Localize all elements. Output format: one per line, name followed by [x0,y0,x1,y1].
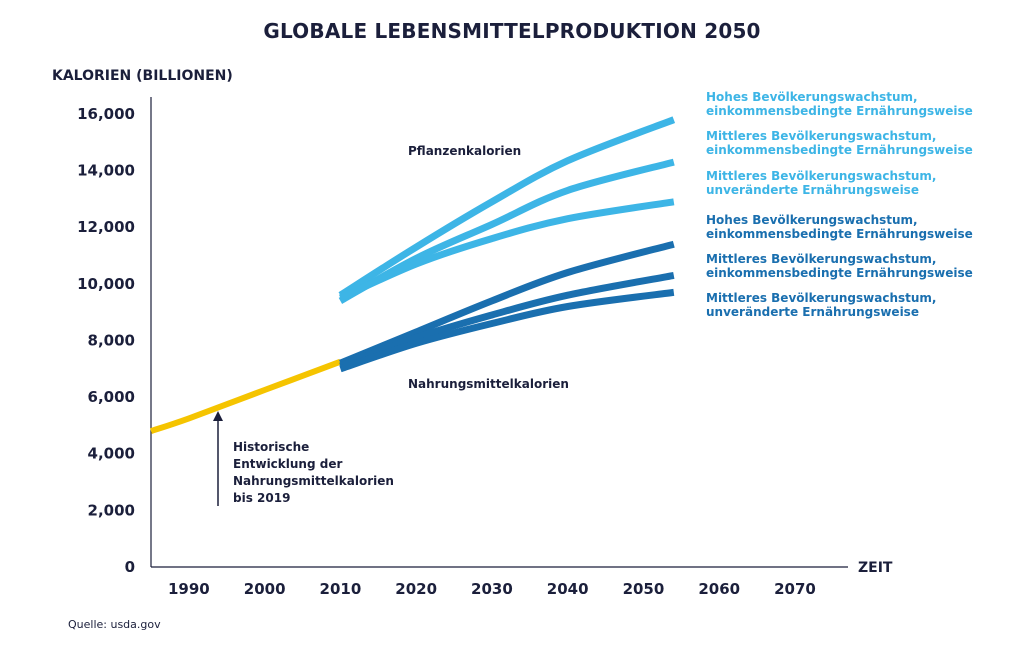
legend-label: Mittleres Bevölkerungswachstum, [706,291,936,305]
legend-label: Mittleres Bevölkerungswachstum, [706,252,936,266]
y-tick-label: 12,000 [77,218,135,236]
series-line-food-5 [339,271,675,370]
plant-calories-label: Pflanzenkalorien [408,144,521,158]
x-tick-label: 2010 [320,580,362,598]
y-tick-labels: 0 2,000 4,000 6,000 8,000 10,000 12,000 14,000 1… [77,105,135,576]
legend-label: Mittleres Bevölkerungswachstum, [706,169,936,183]
x-tick-label: 2040 [547,580,589,598]
legend-label: einkommensbedingte Ernährungsweise [706,104,973,118]
legend-label: unveränderte Ernährungsweise [706,183,919,197]
series-lines [150,116,676,434]
y-tick-label: 0 [125,558,135,576]
historical-annotation-arrow [213,411,223,506]
series-line-plant-1 [338,116,676,299]
legend: Hohes Bevölkerungswachstum,einkommensbed… [706,90,973,319]
x-tick-label: 2030 [471,580,513,598]
y-tick-label: 10,000 [77,275,135,293]
x-axis-title: ZEIT [858,560,893,576]
chart-title: GLOBALE LEBENSMITTELPRODUKTION 2050 [263,19,760,43]
annotation-line: Entwicklung der [233,457,342,471]
annotation-line: bis 2019 [233,491,290,505]
x-tick-labels: 1990 2000 2010 2020 2030 2040 2050 2060 2070 [168,580,816,598]
legend-label: einkommensbedingte Ernährungsweise [706,227,973,241]
legend-label: unveränderte Ernährungsweise [706,305,919,319]
legend-label: einkommensbedingte Ernährungsweise [706,143,973,157]
y-tick-label: 4,000 [88,445,135,463]
legend-label: Hohes Bevölkerungswachstum, [706,90,918,104]
x-tick-label: 2050 [623,580,665,598]
food-calories-label: Nahrungsmittelkalorien [408,377,569,391]
annotation-line: Nahrungsmittelkalorien [233,474,394,488]
series-line-plant-3 [338,198,675,302]
legend-label: einkommensbedingte Ernährungsweise [706,266,973,280]
legend-label: Hohes Bevölkerungswachstum, [706,213,918,227]
x-tick-label: 2070 [774,580,816,598]
x-tick-label: 1990 [168,580,210,598]
y-tick-label: 16,000 [77,105,135,123]
series-line-food-6 [339,288,675,373]
source-text: Quelle: usda.gov [68,618,161,631]
x-tick-label: 2020 [395,580,437,598]
y-tick-label: 14,000 [77,162,135,180]
historical-annotation: Historische Entwicklung der Nahrungsmittel… [233,440,394,505]
y-tick-label: 2,000 [88,501,135,519]
y-tick-label: 8,000 [88,331,135,349]
y-tick-label: 6,000 [88,388,135,406]
annotation-line: Historische [233,440,309,454]
x-tick-label: 2060 [698,580,740,598]
legend-label: Mittleres Bevölkerungswachstum, [706,129,936,143]
historical-line [150,358,342,434]
series-line-food-4 [339,240,675,367]
y-axis-title: KALORIEN (BILLIONEN) [52,68,233,84]
x-tick-label: 2000 [244,580,286,598]
